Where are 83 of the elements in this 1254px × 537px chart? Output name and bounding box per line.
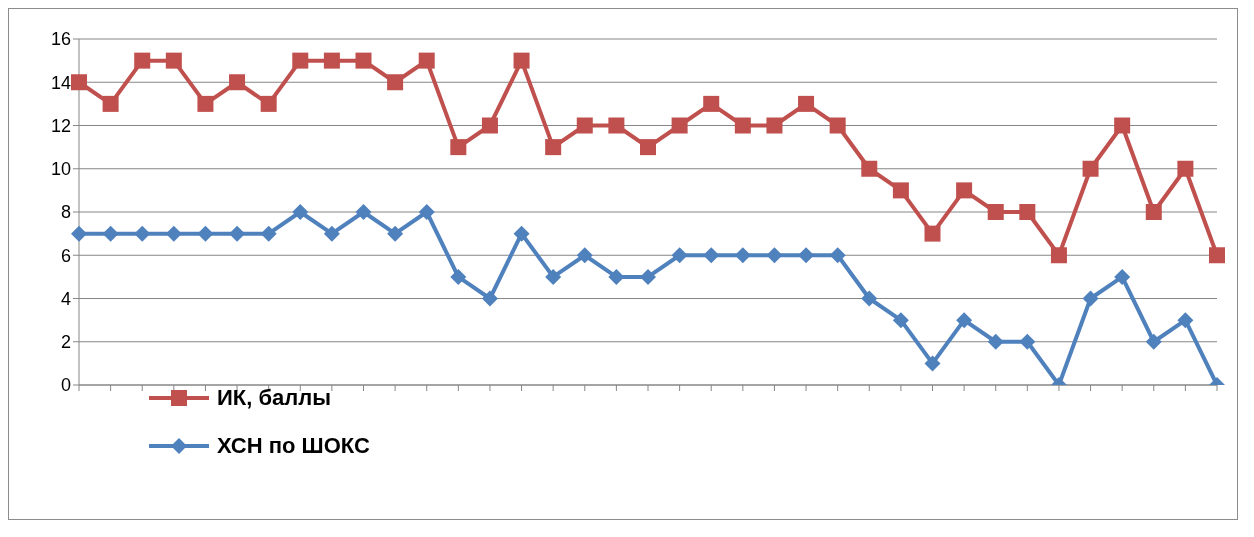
point (323, 225, 340, 242)
point (481, 117, 498, 134)
point (387, 74, 404, 91)
point (450, 268, 467, 285)
point (829, 117, 846, 134)
point (766, 247, 783, 264)
point (513, 225, 530, 242)
point (1082, 160, 1099, 177)
point (71, 74, 87, 91)
y-tick-label: 0 (60, 375, 71, 396)
point (1177, 312, 1194, 329)
point (323, 52, 340, 69)
point (1114, 117, 1131, 134)
point (1114, 268, 1131, 285)
y-tick-label: 8 (60, 202, 71, 223)
point (703, 247, 720, 264)
point (102, 225, 119, 242)
point (165, 52, 182, 69)
point (292, 204, 309, 220)
point (608, 117, 625, 134)
point (640, 139, 656, 156)
point (956, 312, 973, 329)
point (418, 52, 435, 69)
point (355, 52, 372, 69)
point (102, 95, 119, 112)
y-tick-label: 4 (60, 288, 71, 309)
y-tick-label: 14 (50, 72, 71, 93)
point (165, 225, 182, 242)
point (892, 182, 909, 199)
point (671, 247, 688, 264)
point (481, 290, 498, 307)
point (924, 225, 941, 242)
point (260, 95, 277, 112)
point (355, 204, 372, 220)
point (1145, 204, 1162, 220)
point (576, 117, 593, 134)
point (766, 117, 783, 134)
point (892, 312, 909, 329)
point (545, 268, 562, 285)
point (640, 268, 656, 285)
point (1082, 290, 1099, 307)
point (861, 290, 878, 307)
point (734, 117, 751, 134)
point (1050, 247, 1067, 264)
point (260, 225, 277, 242)
point (71, 225, 87, 242)
point (829, 247, 846, 264)
point (450, 139, 467, 156)
point (134, 52, 151, 69)
point (1145, 333, 1162, 350)
point (513, 52, 530, 69)
point (292, 52, 309, 69)
y-tick-label: 12 (50, 115, 71, 136)
point (987, 333, 1004, 350)
point (229, 225, 246, 242)
point (987, 204, 1004, 220)
y-tick-label: 16 (50, 29, 71, 50)
point (1019, 204, 1036, 220)
point (576, 247, 593, 264)
point (798, 95, 815, 112)
y-tick-label: 2 (60, 332, 71, 353)
point (1209, 247, 1225, 264)
point (924, 355, 941, 372)
point (861, 160, 878, 177)
point (671, 117, 688, 134)
point (418, 204, 435, 220)
point (545, 139, 562, 156)
point (1177, 160, 1194, 177)
y-tick-label: 6 (60, 245, 71, 266)
point (229, 74, 246, 91)
legend-label: ХСН по ШОКС (217, 433, 370, 459)
y-tick-label: 10 (50, 159, 71, 180)
point (1019, 333, 1036, 350)
point (387, 225, 404, 242)
point (956, 182, 973, 199)
point (197, 95, 214, 112)
point (734, 247, 751, 264)
point (608, 268, 625, 285)
point (703, 95, 720, 112)
point (134, 225, 151, 242)
point (798, 247, 815, 264)
point (197, 225, 214, 242)
legend-label: ИК, баллы (217, 385, 332, 411)
